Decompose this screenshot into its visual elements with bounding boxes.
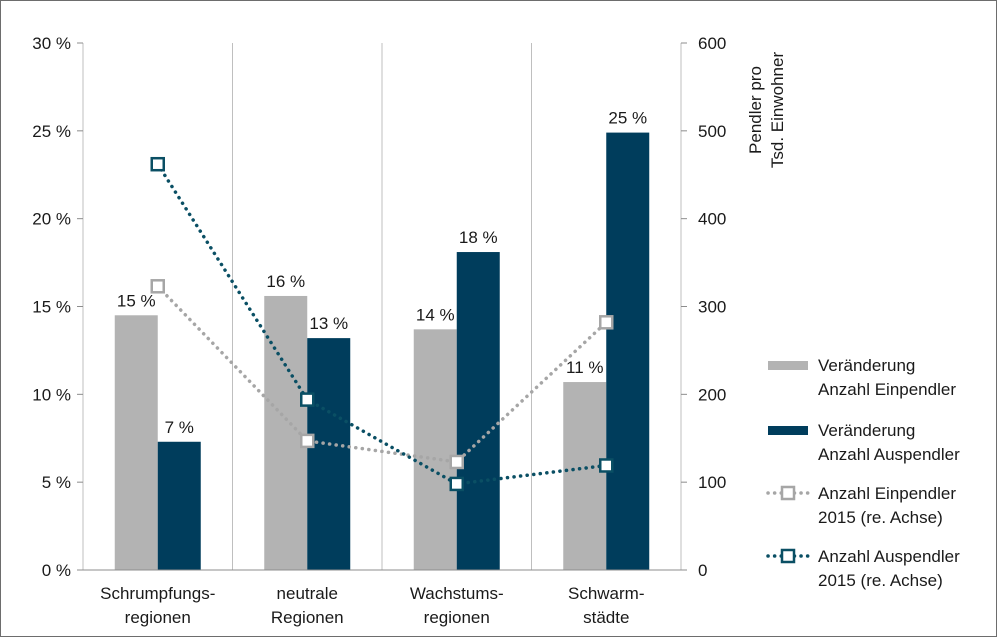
category-label: neutrale [277,584,338,603]
bar-data-label: 7 % [165,418,194,437]
category-label: Schwarm- [568,584,645,603]
category-label: städte [583,608,629,627]
line-marker [449,454,464,470]
bar [307,338,351,570]
bar-data-label: 16 % [266,272,305,291]
legend-label: Veränderung [818,421,915,440]
legend-swatch [768,361,808,370]
category-label: Regionen [271,608,344,627]
line-marker [599,458,614,473]
bar [413,329,457,570]
right-axis-title-line: Pendler pro [746,66,765,154]
category-label: regionen [125,608,191,627]
right-axis-tick-label: 300 [698,298,726,317]
line-marker [599,315,614,330]
series-line [156,162,608,486]
legend-swatch-marker [780,548,796,564]
bar-data-label: 18 % [459,228,498,247]
legend-swatch [768,426,808,435]
legend-label: 2015 (re. Achse) [818,571,943,590]
bar-data-label: 11 % [566,358,604,377]
left-axis-tick-label: 25 % [32,122,71,141]
right-axis-tick-label: 500 [698,122,726,141]
right-axis-tick-label: 100 [698,473,726,492]
line-marker [150,279,165,294]
right-axis-tick-label: 200 [698,385,726,404]
category-label: Wachstums- [410,584,504,603]
line-marker [300,392,315,407]
right-axis-tick-label: 600 [698,34,726,53]
right-axis-tick-label: 400 [698,210,726,229]
bar-data-label: 14 % [416,305,455,324]
right-axis-tick-label: 0 [698,561,707,580]
legend-label: Anzahl Einpendler [818,380,956,399]
bar [456,252,500,570]
legend-label: Veränderung [818,356,915,375]
line-marker [300,433,315,449]
line-marker [150,156,165,172]
left-axis-tick-label: 20 % [32,210,71,229]
legend-label: Anzahl Auspendler [818,547,960,566]
category-label: Schrumpfungs- [100,584,215,603]
line-marker [449,476,464,492]
left-axis-tick-label: 0 % [42,561,71,580]
bar-data-label: 25 % [608,109,647,128]
legend-label: 2015 (re. Achse) [818,508,943,527]
bar-data-label: 15 % [117,291,156,310]
left-axis-tick-label: 10 % [32,385,71,404]
left-axis-tick-label: 5 % [42,473,71,492]
bar-data-label: 13 % [309,314,348,333]
legend-label: Anzahl Einpendler [818,484,956,503]
bar [563,382,607,570]
bar [157,441,201,570]
right-axis-title: Pendler pro Tsd. Einwohner [746,52,787,169]
legend-swatch-marker [780,485,796,501]
legend-label: Anzahl Auspendler [818,445,960,464]
category-label: regionen [424,608,490,627]
right-axis-title-line: Tsd. Einwohner [768,52,787,169]
left-axis-tick-label: 15 % [32,298,71,317]
left-axis-tick-label: 30 % [32,34,71,53]
series-line [156,284,608,464]
bar [114,315,158,570]
bar [606,132,650,570]
